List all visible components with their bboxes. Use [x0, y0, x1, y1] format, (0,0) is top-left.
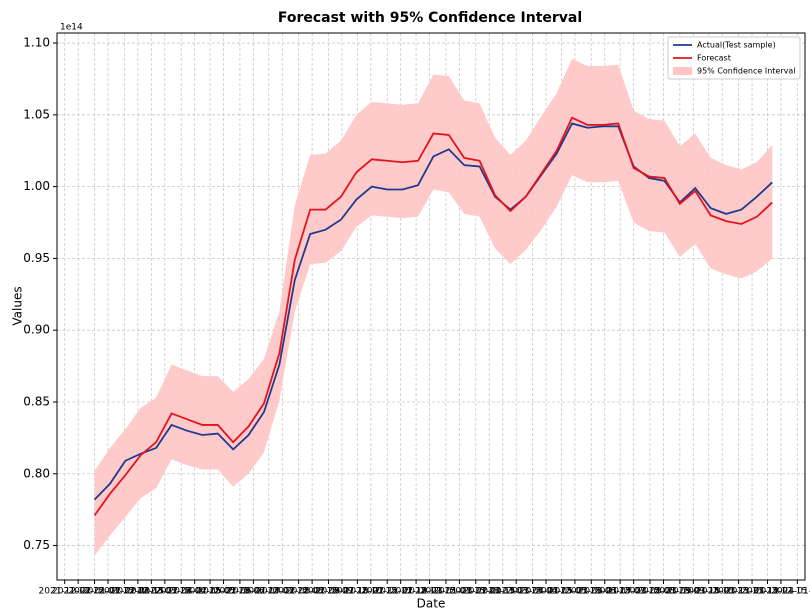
- x-tick-label: 2022-06-01: [214, 587, 266, 597]
- x-tick-label: 2023-03-01: [477, 587, 529, 597]
- x-tick-label: 2022-02-01: [98, 587, 150, 597]
- x-tick-label: 2023-12-01: [741, 587, 793, 597]
- x-tick-label: 2023-04-01: [506, 587, 558, 597]
- x-tick-label: 2023-09-15: [667, 587, 719, 597]
- x-tick-label: 2022-08-01: [272, 587, 324, 597]
- x-tick-label: 2023-05-15: [549, 587, 601, 597]
- x-tick-label: 2022-04-01: [155, 587, 207, 597]
- y-tick-label: 0.90: [23, 323, 50, 337]
- x-tick-label: 2023-03-15: [490, 587, 542, 597]
- x-tick-label: 2023-05-01: [535, 587, 587, 597]
- y-tick-label: 1.00: [23, 179, 50, 193]
- legend-label: 95% Confidence Interval: [697, 67, 795, 76]
- legend-label: Forecast: [697, 54, 731, 63]
- x-tick-label: 2022-12-15: [403, 587, 455, 597]
- y-tick-label: 1.10: [23, 36, 50, 50]
- x-tick-label: 2022-04-15: [169, 587, 221, 597]
- legend-box: [667, 36, 801, 80]
- y-tick-label: 1.05: [23, 107, 50, 121]
- legend-label: Actual(Test sample): [697, 41, 776, 50]
- y-tick-label: 0.75: [23, 538, 50, 552]
- x-tick-label: 2022-02-15: [112, 587, 164, 597]
- x-tick-label: 2023-10-15: [696, 587, 748, 597]
- x-tick-label: 2022-07-01: [243, 587, 295, 597]
- x-tick-label: 2023-07-01: [594, 587, 646, 597]
- x-tick-label: 2022-07-15: [256, 587, 308, 597]
- x-tick-label: 2023-11-15: [726, 587, 778, 597]
- x-tick-label: 2022-01-15: [82, 587, 134, 597]
- x-tick-label: 2023-04-15: [520, 587, 572, 597]
- x-tick-label: 2024-01-01: [771, 587, 810, 597]
- x-tick-label: 2022-10-01: [331, 587, 383, 597]
- x-tick-label: 2022-08-15: [286, 587, 338, 597]
- x-tick-label: 2022-10-15: [345, 587, 397, 597]
- x-tick-label: 2022-05-15: [197, 587, 249, 597]
- x-tick-label: 2022-03-01: [125, 587, 177, 597]
- x-tick-label: 2023-10-01: [683, 587, 735, 597]
- x-tick-label: 2023-08-01: [624, 587, 676, 597]
- x-tick-label: 2023-09-01: [654, 587, 706, 597]
- x-tick-label: 2022-06-15: [227, 587, 279, 597]
- x-tick-label: 2022-09-15: [316, 587, 368, 597]
- x-tick-label: 2023-07-15: [607, 587, 659, 597]
- x-tick-label: 2022-09-01: [302, 587, 354, 597]
- x-tick-label: 2023-08-15: [637, 587, 689, 597]
- x-tick-label: 2022-11-15: [375, 587, 427, 597]
- x-tick-label: 2022-12-01: [390, 587, 442, 597]
- line-series: [93, 116, 773, 516]
- y-axis-label: Values: [11, 286, 25, 325]
- legend-swatch: [673, 67, 692, 75]
- y-offset-text: 1e14: [60, 23, 83, 33]
- x-tick-label: 2022-11-01: [361, 587, 413, 597]
- y-tick-label: 0.85: [23, 394, 50, 408]
- y-tick-label: 0.95: [23, 251, 50, 265]
- confidence-band: [94, 58, 773, 556]
- x-tick-label: 2023-02-01: [450, 587, 502, 597]
- x-tick-label: 2023-11-01: [712, 587, 764, 597]
- x-tick-label: 2022-01-01: [68, 587, 120, 597]
- x-tick-label: 2022-03-15: [139, 587, 191, 597]
- x-tick-label: 2023-06-15: [579, 587, 631, 597]
- chart-title: Forecast with 95% Confidence Interval: [278, 10, 582, 26]
- x-tick-label: 2021-12-15: [52, 587, 104, 597]
- x-tick-label: 2023-01-15: [433, 587, 485, 597]
- x-tick-label: 2023-06-01: [565, 587, 617, 597]
- y-tick-label: 0.80: [23, 466, 50, 480]
- x-tick-label: 2021-12-01: [39, 587, 91, 597]
- x-tick-label: 2023-01-01: [420, 587, 472, 597]
- line-series: [93, 122, 773, 501]
- plot-frame: [56, 32, 806, 581]
- x-tick-label: 2023-02-15: [463, 587, 515, 597]
- x-tick-label: 2022-05-01: [184, 587, 236, 597]
- x-tick-label: 2023-12-15: [755, 587, 807, 597]
- x-axis-label: Date: [417, 597, 446, 611]
